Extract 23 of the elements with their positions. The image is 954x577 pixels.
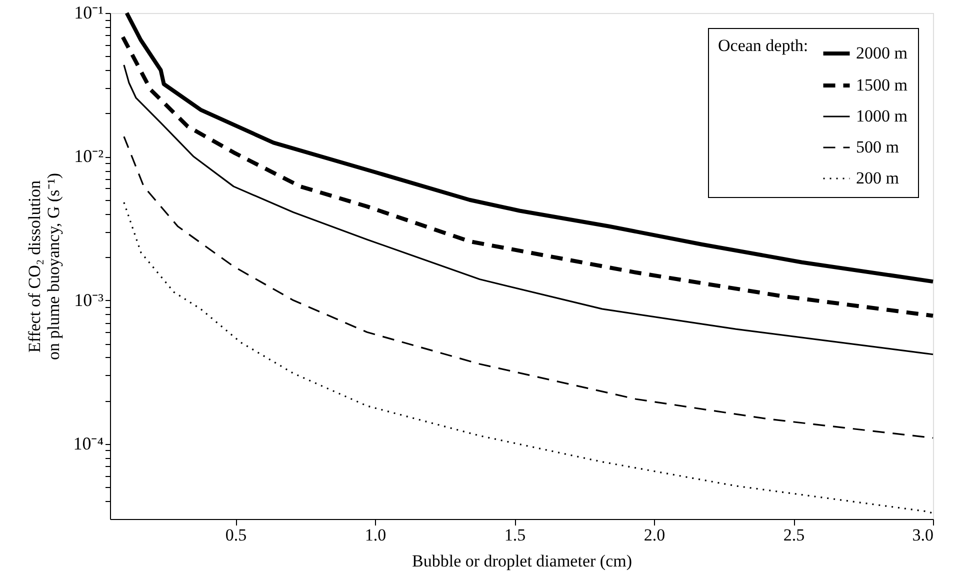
line-series	[120, 35, 935, 318]
x-tick-label: 1.5	[504, 526, 526, 544]
y-tick-label: 10⁻⁴	[73, 433, 104, 454]
x-tick-label: 0.5	[225, 526, 247, 544]
x-tick-label: 1.0	[364, 526, 386, 544]
line-series	[123, 64, 934, 356]
x-axis-title: Bubble or droplet diameter (cm)	[412, 552, 632, 570]
y-tick-label: 10⁻²	[74, 146, 104, 166]
y-tick-label: 10⁻¹	[74, 2, 104, 22]
legend-label: 2000 m	[856, 44, 908, 62]
line-series	[123, 136, 934, 439]
legend-label: 500 m	[856, 138, 899, 156]
x-tick-label: 2.5	[783, 526, 805, 544]
y-axis-title: Effect of CO₂ dissolution on plume buoyancy, G (s⁻¹)	[25, 172, 64, 360]
x-tick-label: 3.0	[912, 526, 934, 544]
legend-title: Ocean depth:	[718, 36, 808, 55]
legend-label: 1500 m	[856, 76, 908, 94]
line-series	[123, 202, 934, 514]
y-tick-label: 10⁻³	[74, 290, 104, 310]
line-series	[124, 11, 935, 284]
legend-label: 200 m	[856, 168, 899, 188]
x-tick-label: 2.0	[644, 526, 666, 544]
legend-label: 1000 m	[856, 106, 908, 126]
